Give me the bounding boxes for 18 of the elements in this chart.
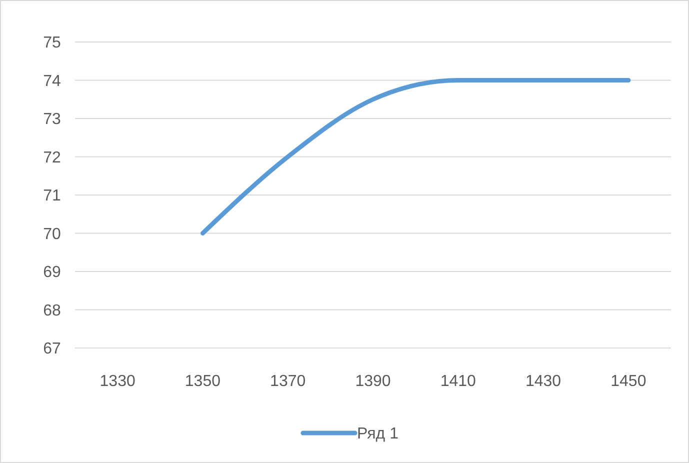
x-tick-label: 1450: [610, 373, 646, 390]
x-tick-label: 1350: [184, 373, 221, 390]
x-tick-label: 1430: [525, 373, 562, 390]
y-tick-label: 72: [43, 149, 61, 166]
y-tick-label: 67: [43, 340, 61, 358]
y-tick-label: 74: [43, 72, 61, 90]
line-series: [200, 78, 631, 236]
y-tick-label: 71: [43, 188, 61, 205]
x-tick-label: 1390: [355, 373, 391, 390]
x-tick-label: 1410: [440, 373, 476, 390]
y-tick-label: 73: [43, 111, 61, 128]
x-tick-label: 1370: [270, 373, 306, 390]
y-tick-label: 68: [43, 302, 61, 320]
y-tick-label: 70: [43, 226, 61, 243]
x-tick-label: 1330: [100, 373, 136, 390]
y-tick-label: 69: [43, 264, 61, 282]
y-tick-label: 75: [43, 34, 61, 52]
legend-label: Ряд 1: [357, 426, 399, 443]
